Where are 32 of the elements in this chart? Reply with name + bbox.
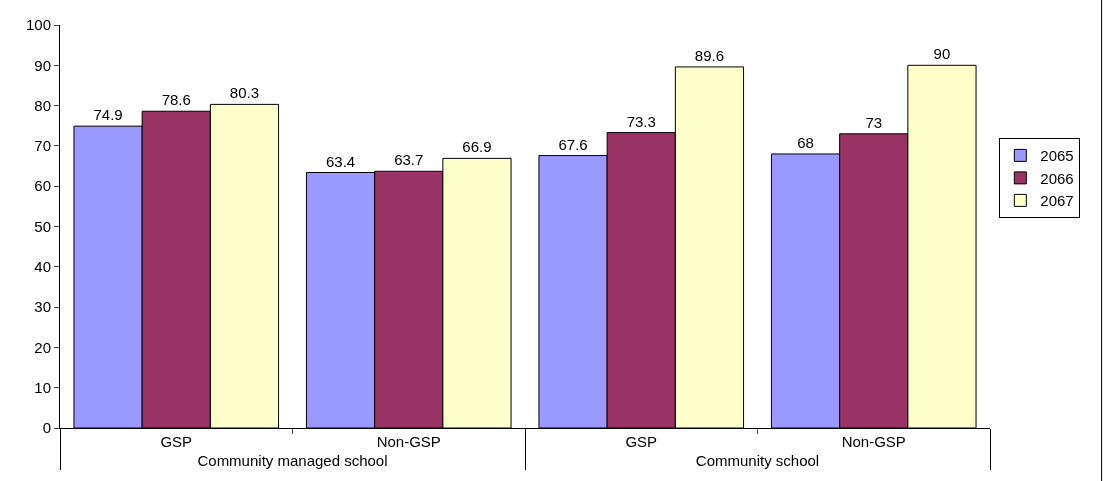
data-label: 74.9 — [93, 106, 123, 124]
y-tick-label: 0 — [42, 419, 51, 437]
y-tick-label: 90 — [34, 56, 51, 74]
data-label: 68 — [797, 133, 814, 151]
data-label: 80.3 — [229, 84, 260, 102]
legend-label: 2066 — [1040, 169, 1074, 187]
data-label: 78.6 — [161, 91, 191, 109]
data-label: 73 — [865, 113, 883, 131]
legend-label: 2067 — [1040, 192, 1074, 210]
data-label: 66.9 — [462, 138, 492, 156]
y-tick-label: 40 — [34, 258, 51, 276]
data-label: 73.3 — [626, 112, 656, 130]
legend-label: 2065 — [1040, 147, 1074, 165]
y-tick-label: 100 — [25, 16, 51, 34]
x-tick-label: Non-GSP — [841, 433, 906, 450]
x-tick-label: Non-GSP — [376, 433, 441, 450]
y-tick-label: 30 — [34, 298, 51, 316]
x-tick-label: GSP — [625, 433, 658, 450]
y-tick-label: 20 — [34, 338, 51, 356]
data-label: 63.7 — [394, 151, 424, 169]
y-tick-label: 50 — [34, 217, 51, 235]
data-label: 63.4 — [325, 152, 356, 170]
data-label: 90 — [933, 45, 951, 63]
y-tick-label: 70 — [34, 137, 51, 155]
y-tick-label: 10 — [34, 378, 51, 396]
x-tick-label: GSP — [160, 433, 193, 450]
y-tick-label: 80 — [34, 96, 51, 114]
text: Community managed school — [197, 452, 388, 469]
data-label: 89.6 — [694, 46, 725, 64]
y-tick-label: 60 — [34, 177, 51, 195]
data-label: 67.6 — [558, 135, 588, 153]
text: Community school — [695, 452, 820, 469]
